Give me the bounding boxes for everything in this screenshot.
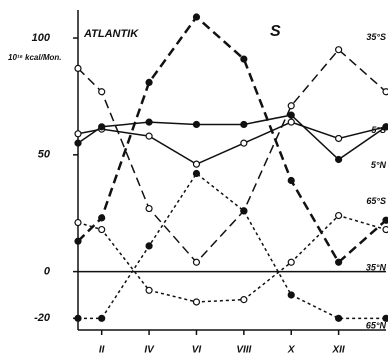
data-point [145, 286, 153, 294]
data-point [98, 88, 106, 96]
x-tick-label: II [99, 345, 105, 356]
series-label: 5°S [371, 125, 386, 135]
data-point [335, 46, 343, 54]
data-point [335, 134, 343, 143]
series-line [77, 114, 387, 161]
data-point [192, 120, 201, 129]
series-label: 65°S [366, 196, 386, 206]
data-point [287, 291, 295, 299]
data-point [335, 258, 343, 266]
data-point [192, 13, 201, 21]
data-point [240, 55, 248, 63]
data-point [335, 211, 343, 220]
data-point [287, 258, 295, 266]
data-point [145, 242, 153, 250]
data-point [382, 314, 388, 322]
x-tick-label: X [287, 345, 296, 356]
data-point [98, 214, 106, 222]
data-point [382, 216, 388, 224]
data-point [382, 88, 388, 96]
data-point [74, 130, 82, 138]
data-point [335, 314, 343, 322]
x-tick-label: VI [192, 345, 202, 356]
data-point [335, 155, 343, 164]
chart-title: ATLANTIK [83, 28, 139, 40]
data-point [192, 258, 201, 266]
data-point [192, 160, 201, 168]
data-point [382, 123, 388, 131]
y-axis-label: 10¹⁶ kcal/Mon. [8, 53, 61, 62]
data-point [287, 111, 295, 119]
data-point [74, 314, 82, 322]
data-point [240, 207, 248, 215]
series-line [77, 214, 387, 303]
data-point [145, 132, 153, 140]
data-point [74, 218, 82, 227]
data-point [240, 296, 248, 304]
y-tick-label: 50 [38, 149, 51, 161]
data-point [287, 118, 295, 126]
data-point [145, 78, 153, 87]
data-point [145, 118, 153, 126]
series-line [77, 15, 387, 265]
data-point [192, 298, 201, 306]
data-point [98, 123, 106, 131]
data-point [240, 120, 248, 129]
y-tick-label: 100 [32, 32, 51, 44]
series-label: 35°S [366, 32, 386, 42]
x-tick-label: IV [144, 345, 155, 356]
series-label: 65°N [366, 321, 387, 331]
series-label: 5°N [371, 160, 387, 170]
data-point [240, 139, 248, 147]
annotation: S [270, 23, 281, 40]
y-tick-label: 0 [44, 266, 51, 278]
data-point [145, 204, 153, 213]
data-point [98, 225, 106, 234]
data-point [74, 237, 82, 245]
data-point [98, 314, 106, 322]
x-tick-label: XII [331, 345, 344, 356]
data-point [287, 176, 295, 185]
data-point [74, 64, 82, 72]
series-line [77, 121, 387, 166]
series-line [77, 48, 387, 264]
y-tick-label: -20 [34, 312, 51, 324]
x-tick-label: VIII [236, 345, 251, 356]
data-point [382, 225, 388, 234]
data-point [287, 102, 295, 110]
series-line [78, 172, 386, 320]
data-point [192, 169, 201, 178]
series-label: 35°N [366, 263, 387, 273]
data-point [74, 139, 82, 147]
